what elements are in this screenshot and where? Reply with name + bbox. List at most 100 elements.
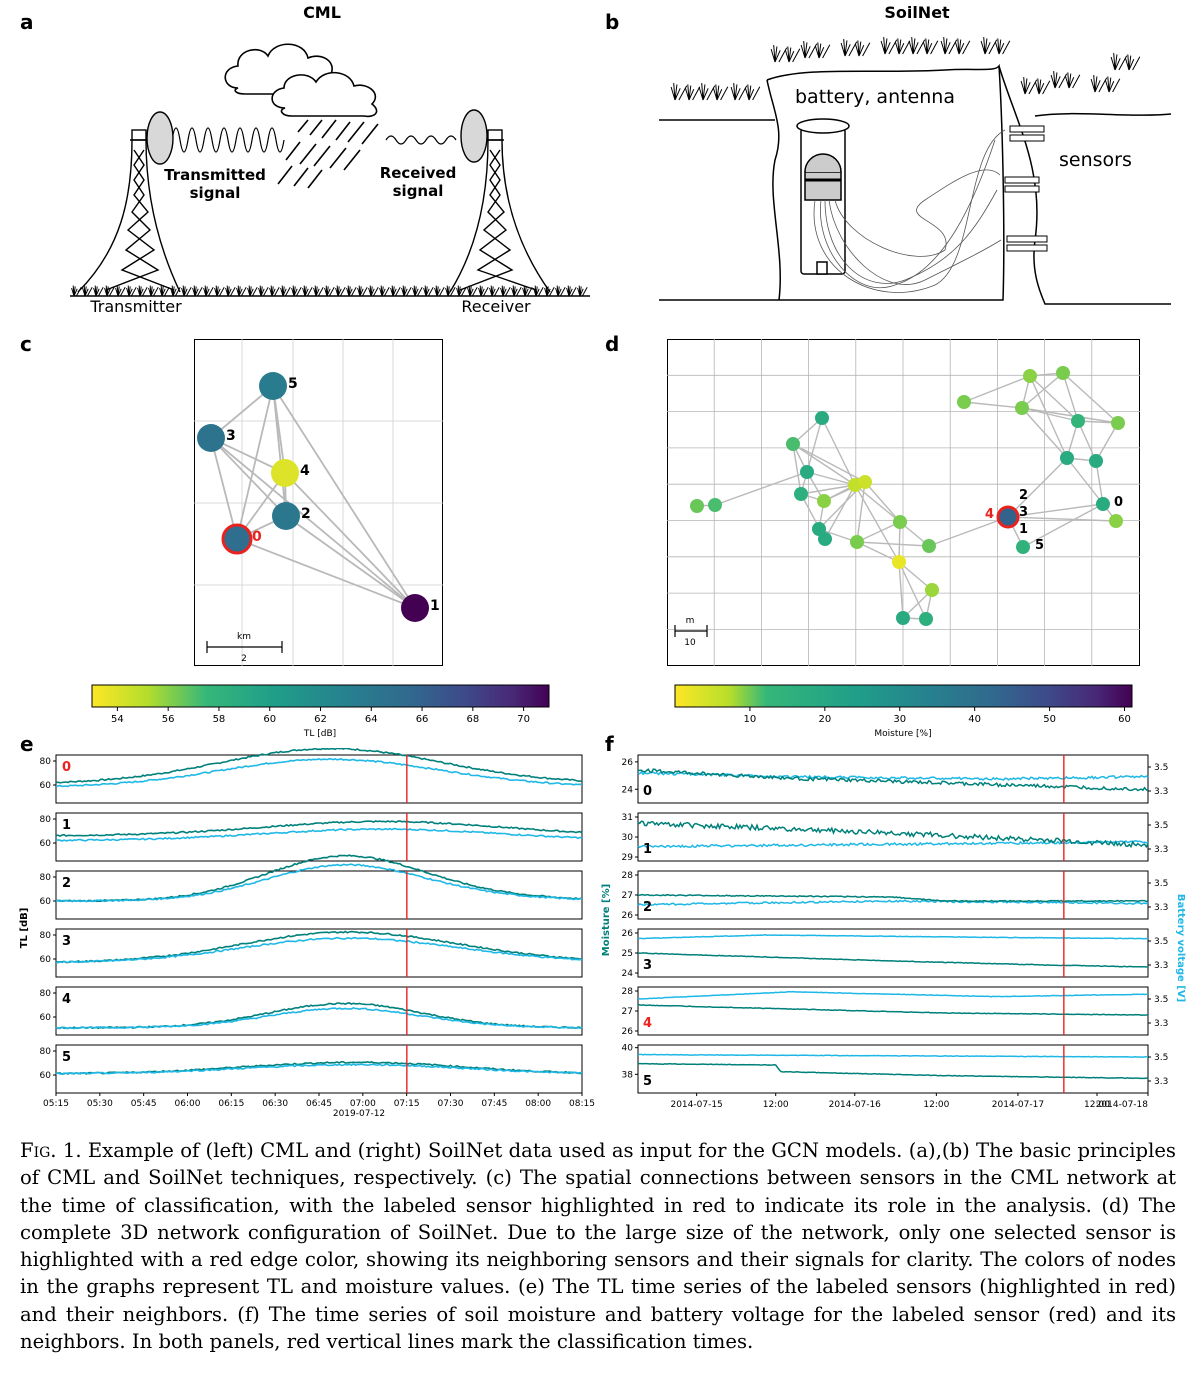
receiver-tower <box>449 129 551 293</box>
tl-colorbar: 54 56 58 60 62 64 66 68 70 TL [dB] <box>91 684 550 739</box>
scale-bar <box>674 625 708 637</box>
node-label-0: 0 <box>252 529 262 545</box>
ytick: 80 <box>40 757 52 767</box>
graph-edge <box>856 541 900 563</box>
series-line <box>55 757 583 788</box>
graph-edge <box>792 443 802 495</box>
colorbar-tick: 64 <box>365 714 378 725</box>
node-label-4: 4 <box>985 507 994 522</box>
soilnet-diagram: SoilNet battery, antenna sensors <box>659 3 1172 305</box>
battery-line <box>637 1053 1148 1058</box>
xtick: 07:00 <box>350 1099 376 1109</box>
battery-line <box>637 934 1149 940</box>
battery-ylabel: Battery voltage [V] <box>1175 894 1186 1002</box>
ytick-right: 3.3 <box>1154 961 1168 971</box>
xtick: 07:30 <box>438 1099 464 1109</box>
row-label: 2 <box>643 900 652 915</box>
graph-node <box>786 437 800 451</box>
xtick: 12:00 <box>1084 1100 1110 1110</box>
graph-edge <box>1062 372 1079 422</box>
moisture-line <box>637 820 1149 849</box>
node-label-4: 4 <box>300 463 310 479</box>
ytick: 80 <box>40 873 52 883</box>
pit-outline <box>659 63 1005 301</box>
transmitter-dish-icon <box>146 111 174 165</box>
ytick-right: 3.5 <box>1154 821 1168 831</box>
tl-row-5: 80 60 5 <box>40 1044 583 1094</box>
graph-edge <box>1095 422 1119 462</box>
graph-node <box>1096 497 1110 511</box>
ytick: 60 <box>40 955 52 965</box>
graph-node <box>850 535 864 549</box>
series-line <box>55 820 583 837</box>
graph-edge <box>1021 372 1064 409</box>
tl-row-3: 80 60 3 <box>40 928 583 978</box>
moisture-line <box>638 1062 1149 1080</box>
ytick: 60 <box>40 1013 52 1023</box>
ytick-left: 27 <box>622 891 633 901</box>
row-label: 2 <box>62 876 71 891</box>
tl-row-0: 80 60 0 <box>40 748 583 804</box>
ytick-left: 24 <box>622 785 634 795</box>
node-label-0: 0 <box>1114 495 1123 510</box>
row-label: 5 <box>62 1050 71 1065</box>
graph-edge <box>792 443 856 486</box>
graph-node <box>919 612 933 626</box>
panel-label-a: a <box>20 10 34 34</box>
moisture-row-0: 26 24 3.5 3.3 0 <box>622 754 1168 804</box>
graph-node <box>800 465 814 479</box>
xtick: 05:45 <box>131 1099 157 1109</box>
transmitted-label-2: signal <box>190 184 241 202</box>
battery-line <box>637 899 1149 906</box>
ytick-left: 31 <box>622 813 633 823</box>
tl-timeseries: TL [dB] 80 60 0 80 60 1 80 60 2 80 60 3 80 60 4 80 60 5 0… <box>19 748 595 1119</box>
graph-node <box>817 494 831 508</box>
graph-edge <box>806 471 856 486</box>
sensors-label: sensors <box>1059 149 1132 171</box>
graph-edge <box>928 516 1009 547</box>
node-label-3: 3 <box>1019 505 1028 520</box>
graph-edge <box>1007 516 1117 522</box>
receiver-dish-icon <box>460 109 488 163</box>
node-label-2: 2 <box>1019 488 1028 503</box>
graph-edge <box>856 521 901 543</box>
transmitted-label-1: Transmitted <box>164 166 266 184</box>
battery-line <box>637 990 1149 1000</box>
graph-edge <box>856 541 930 547</box>
graph-edge <box>272 385 416 609</box>
row-label: 5 <box>643 1074 652 1089</box>
colorbar-tick: 56 <box>162 714 175 725</box>
series-line <box>55 1062 583 1075</box>
graph-edge <box>898 561 904 619</box>
graph-edge <box>854 484 901 523</box>
graph-edge <box>1007 503 1104 518</box>
received-label-1: Received <box>380 164 457 182</box>
figure-number: Fig. 1. <box>20 1139 82 1162</box>
colorbar-tick: 50 <box>1043 714 1056 725</box>
soil-sensor-icons <box>1004 125 1048 252</box>
graph-edge <box>1021 407 1068 459</box>
scale-bar <box>206 641 283 653</box>
graph-node <box>708 498 722 512</box>
graph-edge <box>210 437 238 540</box>
row-label: 0 <box>62 760 71 775</box>
moisture-line <box>637 952 1149 968</box>
graph-node-0 <box>221 523 253 555</box>
xtick: 07:45 <box>481 1099 507 1109</box>
colorbar-tick: 60 <box>263 714 276 725</box>
graph-edge <box>824 484 856 540</box>
xtick: 06:00 <box>175 1099 201 1109</box>
graph-node <box>818 532 832 546</box>
graph-edge <box>963 401 1023 409</box>
moisture-row-5: 40 38 3.5 3.3 5 <box>622 1044 1168 1094</box>
colorbar-tick: 58 <box>213 714 226 725</box>
graph-edge <box>272 385 286 474</box>
series-line <box>55 936 583 964</box>
graph-edge <box>1007 457 1068 518</box>
graph-node-1 <box>401 594 429 622</box>
graph-edge <box>284 472 416 609</box>
moisture-colorbar: 10 20 30 40 50 60 Moisture [%] <box>674 684 1133 739</box>
ytick-left: 29 <box>622 853 634 863</box>
xtick: 2014-07-18 <box>1096 1100 1149 1110</box>
graph-edge <box>1029 375 1079 422</box>
